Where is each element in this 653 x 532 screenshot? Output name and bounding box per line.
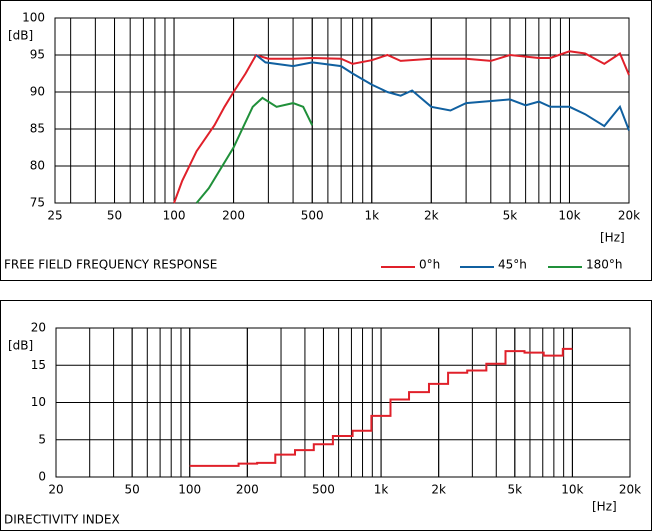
x-tick-label: 1k	[374, 483, 389, 497]
x-tick-label: 50	[124, 483, 139, 497]
x-tick-label: 5k	[508, 483, 523, 497]
x-unit: [Hz]	[600, 231, 625, 245]
x-tick-label: 500	[312, 483, 335, 497]
y-tick-label: 75	[30, 196, 45, 210]
x-tick-label: 20k	[618, 209, 640, 223]
x-tick-label: 50	[107, 209, 122, 223]
x-tick-label: 200	[236, 483, 259, 497]
plot-frame	[54, 17, 630, 204]
x-tick-label: 200	[222, 209, 245, 223]
chart-title: DIRECTIVITY INDEX	[4, 513, 120, 527]
y-tick-label: 15	[31, 358, 46, 372]
y-tick-label: 10	[31, 395, 46, 409]
y-tick-label: 90	[30, 85, 45, 99]
y-tick-label: 85	[30, 122, 45, 136]
y-unit: [dB]	[8, 339, 33, 353]
y-tick-label: 100	[22, 11, 45, 25]
x-tick-label: 500	[301, 209, 324, 223]
x-tick-label: 10k	[558, 209, 580, 223]
y-tick-label: 80	[30, 159, 45, 173]
legend-label: 0°h	[419, 258, 440, 272]
series-line	[173, 50, 630, 204]
legend-label: 45°h	[498, 258, 527, 272]
x-tick-label: 2k	[424, 209, 439, 223]
chart-title: FREE FIELD FREQUENCY RESPONSE	[4, 258, 217, 272]
panel-frame	[0, 0, 652, 281]
x-tick-label: 100	[163, 209, 186, 223]
panel-frame	[0, 300, 652, 531]
x-tick-label: 5k	[503, 209, 518, 223]
y-tick-label: 95	[30, 48, 45, 62]
x-unit: [Hz]	[592, 500, 617, 514]
x-tick-label: 10k	[561, 483, 583, 497]
series-line	[189, 347, 573, 467]
x-tick-label: 1k	[364, 209, 379, 223]
x-tick-label: 2k	[431, 483, 446, 497]
x-tick-label: 20k	[619, 483, 641, 497]
plot-frame	[55, 327, 631, 478]
series-line	[195, 96, 314, 204]
legend-label: 180°h	[586, 258, 623, 272]
y-unit: [dB]	[8, 29, 33, 43]
y-tick-label: 20	[31, 321, 46, 335]
series-line	[255, 54, 630, 131]
y-tick-label: 0	[38, 470, 46, 484]
x-tick-label: 25	[47, 209, 62, 223]
x-tick-label: 20	[48, 483, 63, 497]
x-tick-label: 100	[178, 483, 201, 497]
y-tick-label: 5	[38, 432, 46, 446]
